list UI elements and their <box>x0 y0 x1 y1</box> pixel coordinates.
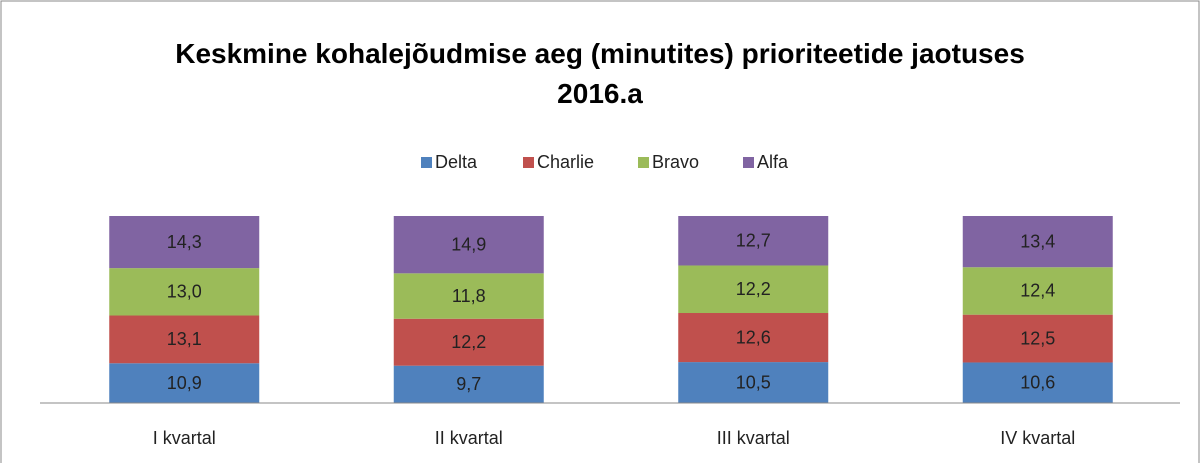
data-label: 11,8 <box>452 286 486 306</box>
bar-segment <box>109 315 260 364</box>
bar-segment <box>678 313 829 363</box>
legend-swatch <box>638 157 649 168</box>
data-label: 13,0 <box>167 282 202 302</box>
x-tick-label: IV kvartal <box>1000 428 1075 448</box>
data-label: 12,5 <box>1020 328 1055 348</box>
data-label: 12,2 <box>451 332 486 352</box>
bar-segment <box>962 267 1113 315</box>
bar-segment <box>962 314 1113 363</box>
data-label: 14,9 <box>451 234 486 254</box>
bar-segment <box>393 365 544 403</box>
data-label: 10,6 <box>1020 372 1055 392</box>
bar-segment <box>109 268 260 316</box>
bar-segment <box>678 265 829 314</box>
data-label: 12,6 <box>736 327 771 347</box>
data-label: 13,4 <box>1020 231 1055 251</box>
data-label: 14,3 <box>167 232 202 252</box>
data-label: 9,7 <box>456 374 481 394</box>
x-tick-label: II kvartal <box>435 428 503 448</box>
bar-segment <box>393 273 544 319</box>
data-label: 12,7 <box>736 230 771 250</box>
bar-segment <box>109 363 260 403</box>
legend-swatch <box>743 157 754 168</box>
data-label: 13,1 <box>167 329 202 349</box>
x-tick-label: III kvartal <box>717 428 790 448</box>
legend-label: Alfa <box>757 152 789 172</box>
bar-segment <box>393 216 544 274</box>
data-label: 12,2 <box>736 279 771 299</box>
data-label: 10,5 <box>736 372 771 392</box>
bar-segment <box>678 216 829 266</box>
legend-swatch <box>421 157 432 168</box>
legend-label: Bravo <box>652 152 699 172</box>
legend-swatch <box>523 157 534 168</box>
legend-label: Delta <box>435 152 478 172</box>
x-tick-label: I kvartal <box>153 428 216 448</box>
bar-segment <box>962 216 1113 268</box>
legend-label: Charlie <box>537 152 594 172</box>
bar-segment <box>678 362 829 403</box>
data-label: 10,9 <box>167 373 202 393</box>
bar-segment <box>962 362 1113 403</box>
data-label: 12,4 <box>1020 281 1055 301</box>
bar-segment <box>393 318 544 366</box>
bar-segment <box>109 216 260 269</box>
chart-title: Keskmine kohalejõudmise aeg (minutites) … <box>175 38 1025 109</box>
